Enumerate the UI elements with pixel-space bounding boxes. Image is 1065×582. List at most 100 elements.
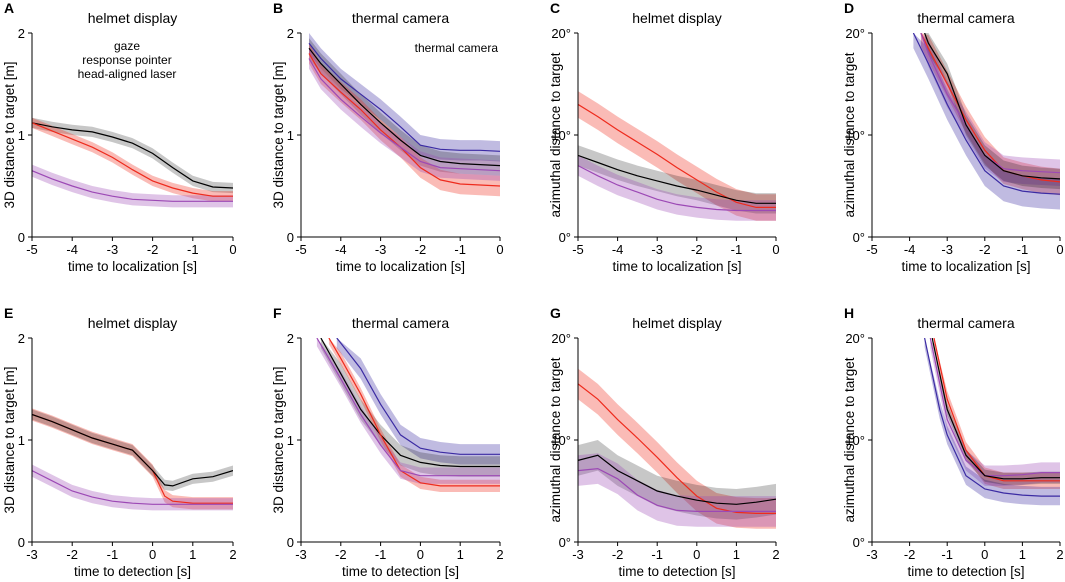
x-tick-label: -1	[187, 242, 199, 257]
x-tick-label: -4	[612, 242, 624, 257]
line-gaze	[32, 413, 233, 487]
y-axis-label: azimuthal distance to target	[548, 357, 563, 522]
x-tick-label: -3	[941, 242, 953, 257]
panel-title: thermal camera	[352, 315, 449, 331]
x-tick-label: -3	[107, 242, 119, 257]
x-tick-label: -5	[866, 242, 878, 257]
plot-area	[32, 408, 233, 511]
line-gaze	[931, 338, 1060, 480]
y-axis-label: azimuthal distance to target	[842, 357, 857, 522]
x-tick-label: -2	[415, 242, 427, 257]
y-tick-label: 20°	[551, 26, 571, 41]
x-tick-label: -4	[66, 242, 78, 257]
plot-area	[912, 33, 1060, 210]
x-tick-label: -1	[731, 242, 743, 257]
band-camera	[336, 338, 500, 465]
panel-title: helmet display	[632, 315, 722, 331]
y-tick-label: 0	[18, 535, 25, 550]
plot-area	[32, 117, 233, 208]
y-axis-label: 3D distance to target [m]	[271, 61, 286, 208]
x-tick-label: -1	[941, 547, 953, 562]
line-camera	[336, 338, 500, 455]
y-tick-label: 0°	[853, 535, 865, 550]
y-tick-label: 0	[287, 230, 294, 245]
x-tick-label: -3	[295, 547, 307, 562]
x-tick-label: 2	[496, 547, 503, 562]
x-axis-label: time to detection [s]	[907, 564, 1024, 579]
y-tick-label: 20°	[551, 331, 571, 346]
x-tick-label: -2	[904, 547, 916, 562]
x-tick-label: 2	[1056, 547, 1063, 562]
y-axis-label: 3D distance to target [m]	[2, 366, 17, 513]
band-laser	[309, 48, 500, 181]
panel-letter: C	[550, 0, 560, 16]
x-tick-label: -1	[375, 547, 387, 562]
band-camera	[913, 33, 1060, 210]
line-gaze	[308, 47, 500, 167]
y-axis-label: azimuthal distance to target	[548, 52, 563, 217]
x-tick-label: -1	[651, 547, 663, 562]
y-tick-label: 1	[287, 433, 294, 448]
x-tick-label: -2	[66, 547, 78, 562]
plot-area	[578, 91, 776, 221]
panel-letter: A	[4, 0, 14, 16]
y-tick-label: 20°	[845, 331, 865, 346]
x-tick-label: -1	[107, 547, 119, 562]
line-laser	[316, 338, 500, 477]
y-tick-label: 2	[287, 26, 294, 41]
line-gaze	[32, 122, 233, 189]
x-tick-label: 0	[981, 547, 988, 562]
x-tick-label: -3	[375, 242, 387, 257]
y-tick-label: 0	[287, 535, 294, 550]
legend-entry-gaze: gaze	[114, 39, 140, 53]
panel-letter: E	[4, 305, 13, 321]
x-axis-label: time to localization [s]	[901, 259, 1030, 274]
x-tick-label: -2	[979, 242, 991, 257]
line-gaze	[578, 454, 776, 505]
line-pointer	[578, 383, 776, 515]
legend-entry-pointer: response pointer	[82, 53, 171, 67]
legend-entry-camera: thermal camera	[415, 41, 499, 55]
x-tick-label: 1	[189, 547, 196, 562]
panel-letter: D	[844, 0, 854, 16]
x-axis-label: time to localization [s]	[336, 259, 465, 274]
line-pointer	[32, 122, 233, 197]
x-axis-label: time to localization [s]	[612, 259, 741, 274]
plot-area	[316, 338, 500, 492]
line-pointer	[328, 338, 500, 487]
panel-title: thermal camera	[352, 10, 449, 26]
x-tick-label: 0	[229, 242, 236, 257]
y-tick-label: 10°	[551, 433, 571, 448]
panel-title: helmet display	[88, 315, 178, 331]
panel-letter: B	[273, 0, 283, 16]
y-axis-label: azimuthal distance to target	[842, 52, 857, 217]
x-tick-label: -5	[572, 242, 584, 257]
line-gaze	[320, 338, 500, 468]
line-camera	[308, 42, 500, 152]
x-tick-label: 1	[457, 547, 464, 562]
y-tick-label: 0°	[559, 230, 571, 245]
x-tick-label: -5	[26, 242, 38, 257]
x-tick-label: -3	[866, 547, 878, 562]
x-tick-label: -2	[147, 242, 159, 257]
band-laser	[578, 453, 776, 527]
band-pointer	[578, 91, 776, 221]
line-gaze	[578, 154, 776, 204]
x-tick-label: -5	[295, 242, 307, 257]
x-tick-label: 0	[496, 242, 503, 257]
y-tick-label: 1	[287, 128, 294, 143]
legend-entry-laser: head-aligned laser	[78, 67, 177, 81]
line-camera	[912, 33, 1060, 195]
band-gaze	[578, 145, 776, 214]
line-laser	[578, 467, 776, 512]
y-tick-label: 10°	[845, 433, 865, 448]
y-tick-label: 2	[18, 331, 25, 346]
x-tick-label: 0	[693, 547, 700, 562]
x-tick-label: 1	[1019, 547, 1026, 562]
panel-letter: G	[550, 305, 561, 321]
band-laser	[930, 338, 1060, 486]
